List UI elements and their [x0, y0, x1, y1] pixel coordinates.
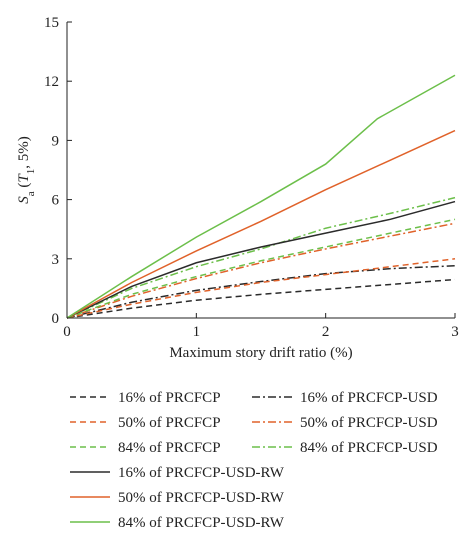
y-ticks: 0 3 6 9 12 15	[44, 15, 72, 327]
x-tick-label: 3	[451, 324, 459, 340]
x-ticks: 0 1 2 3	[63, 313, 459, 340]
legend-label-4: 50% of PRCFCP-USD	[300, 415, 438, 431]
y-tick-label: 3	[52, 252, 60, 268]
y-tick-label: 0	[52, 311, 60, 327]
series-line-8	[66, 129, 456, 319]
y-tick-label: 15	[44, 15, 59, 31]
series-line-2	[66, 264, 456, 319]
series-line-7	[66, 200, 456, 319]
series-line-3	[66, 258, 456, 319]
series-layer	[66, 74, 456, 319]
legend-label-3: 50% of PRCFCP	[118, 415, 221, 431]
series-line-5	[66, 218, 456, 319]
y-tick-label: 9	[52, 133, 60, 149]
legend-label-1: 16% of PRCFCP	[118, 390, 221, 406]
series-line-9	[66, 74, 456, 319]
y-axis-title-rest: , 5%)	[16, 136, 32, 169]
legend-label-8: 50% of PRCFCP-USD-RW	[118, 490, 285, 506]
series-line-4	[66, 222, 456, 319]
series-line-6	[66, 196, 456, 319]
series-line-1	[66, 278, 456, 319]
y-axis-title-main: S	[16, 196, 32, 204]
x-tick-label: 1	[193, 324, 201, 340]
legend-label-7: 16% of PRCFCP-USD-RW	[118, 465, 285, 481]
legend-label-2: 16% of PRCFCP-USD	[300, 390, 438, 406]
legend-label-5: 84% of PRCFCP	[118, 440, 221, 456]
y-axis-title: Sa (T1, 5%)	[16, 136, 37, 203]
y-axis-title-period-sub: 1	[25, 169, 37, 175]
x-tick-label: 2	[322, 324, 330, 340]
y-axis-title-sub: a	[25, 191, 37, 196]
legend: 16% of PRCFCP 16% of PRCFCP-USD 50% of PRC…	[70, 390, 438, 531]
y-tick-label: 6	[52, 193, 60, 209]
y-axis-title-period: T	[16, 173, 32, 183]
x-tick-label: 0	[63, 324, 71, 340]
legend-label-6: 84% of PRCFCP-USD	[300, 440, 438, 456]
y-tick-label: 12	[44, 74, 59, 90]
legend-label-9: 84% of PRCFCP-USD-RW	[118, 515, 285, 531]
x-axis-title: Maximum story drift ratio (%)	[169, 345, 352, 361]
y-axis-title-open: (	[16, 183, 32, 192]
